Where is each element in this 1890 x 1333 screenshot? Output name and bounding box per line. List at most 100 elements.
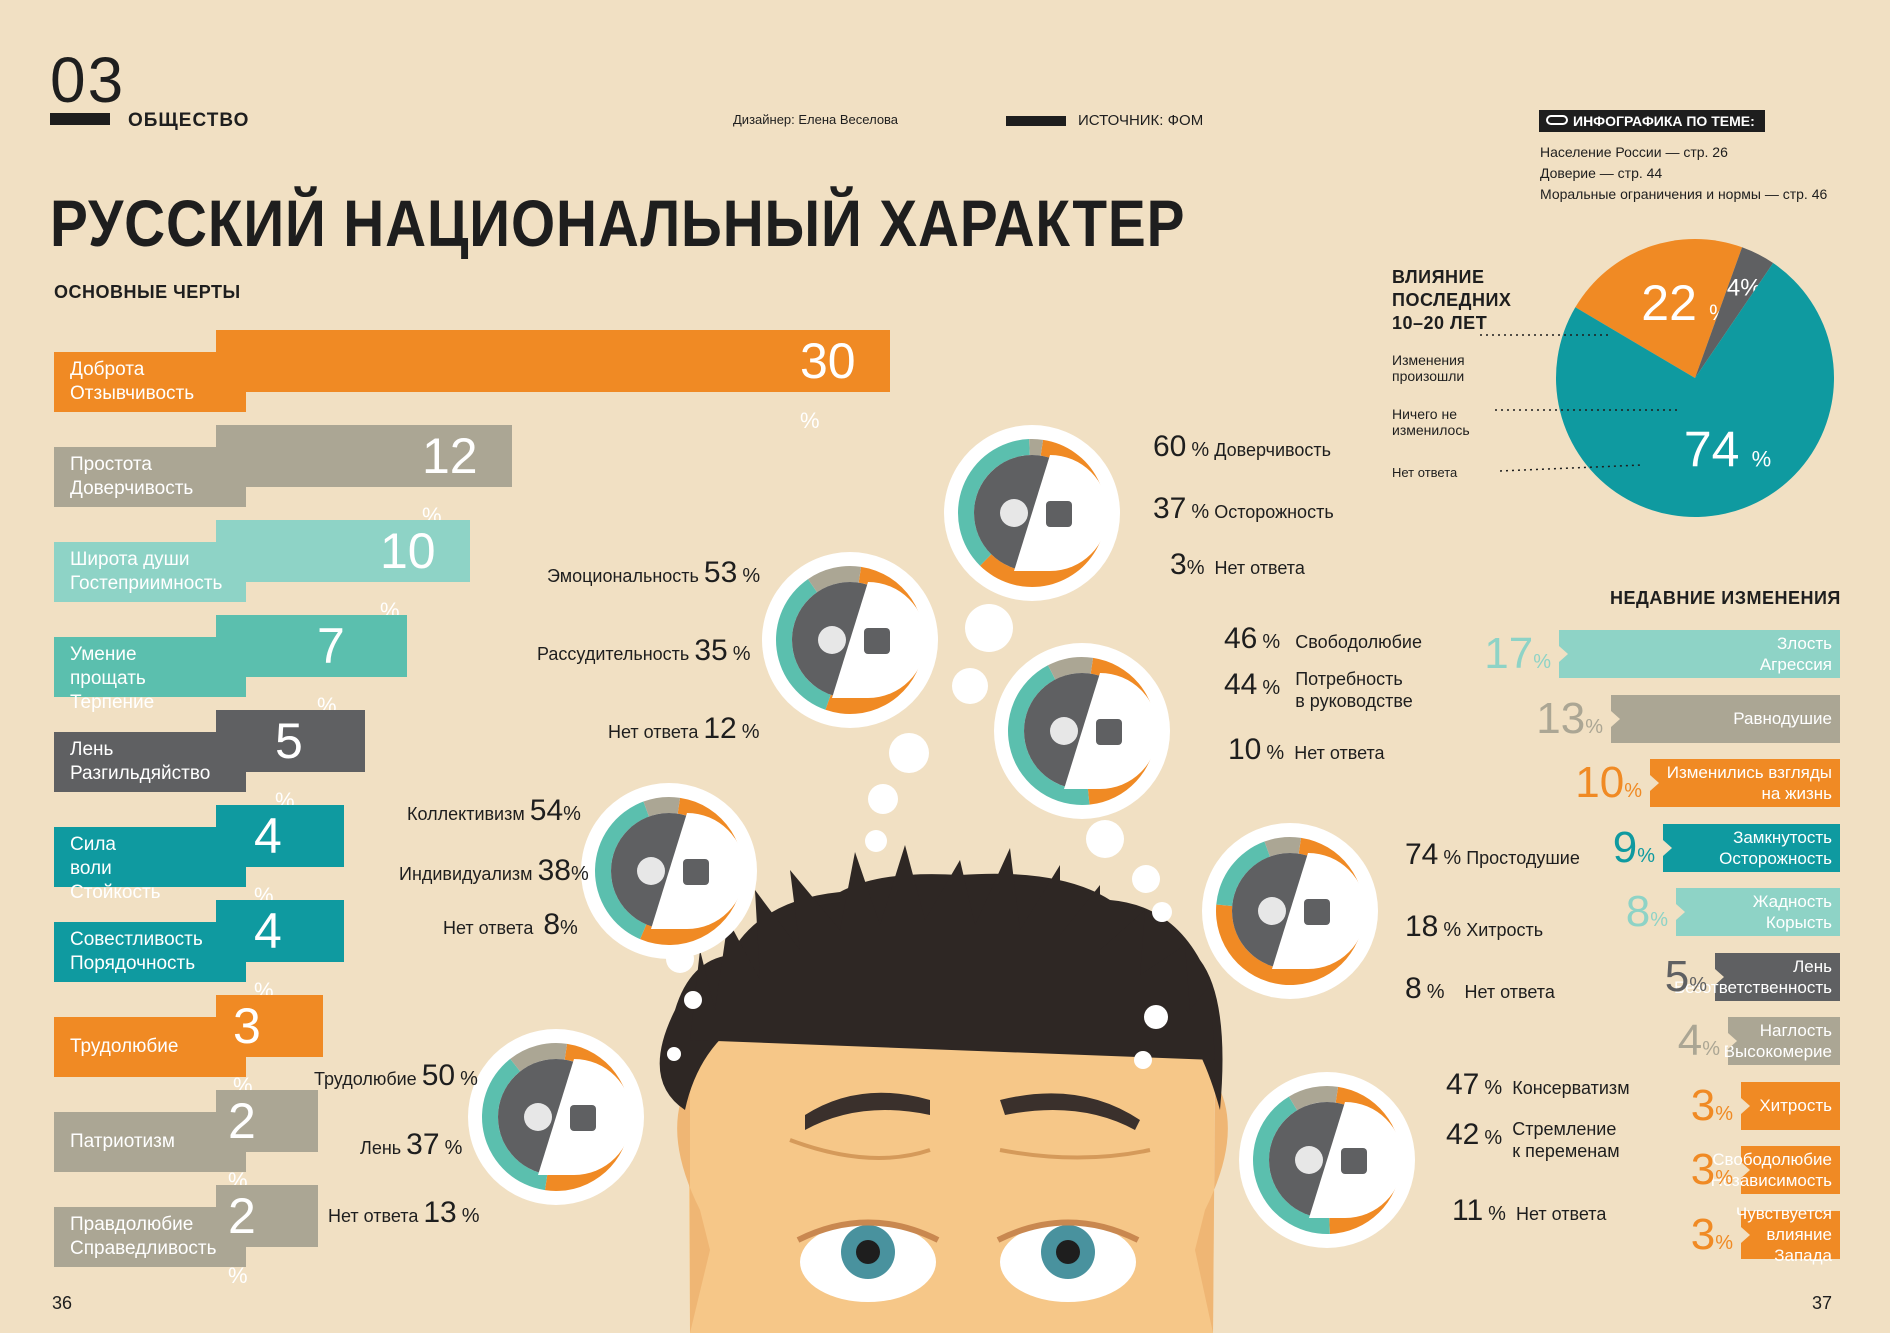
donut-segment — [1047, 657, 1094, 680]
donut6-item3: Нет ответа 13 % — [328, 1196, 480, 1229]
recent-bar: Наглость Высокомерие — [1724, 1017, 1840, 1065]
trait-bar-label-box — [54, 732, 246, 792]
pie-label-changed: Изменения произошли — [1392, 352, 1465, 384]
recent-bar: Замкнутость Осторожность — [1663, 823, 1840, 872]
donut-segment — [1252, 1096, 1330, 1234]
link-icon — [1546, 115, 1568, 125]
recent-bar-notch — [1559, 646, 1568, 662]
recent-bar-notch — [1741, 1097, 1750, 1114]
traits-chart-title: ОСНОВНЫЕ ЧЕРТЫ — [54, 282, 241, 302]
donut-segment — [1264, 837, 1302, 857]
recent-bar-notch — [1611, 710, 1620, 727]
donut2-item1: Эмоциональность 53 % — [547, 556, 761, 589]
recent-value: 5% — [1664, 951, 1707, 1001]
donut3-item2: 44 % Потребность в руководстве — [1224, 668, 1413, 711]
recent-value: 3% — [1690, 1209, 1733, 1259]
recent-value: 3% — [1690, 1080, 1733, 1130]
donut-segment — [481, 1058, 548, 1191]
shirt-and-suit-icon — [1050, 717, 1078, 745]
donut5-item1: 74 % Простодушие — [1405, 838, 1580, 871]
trait-bar-label-box — [54, 1017, 246, 1077]
recent-bar: Изменились взгляды на жизнь — [1650, 759, 1840, 807]
lightning-and-brain-icon — [818, 626, 846, 654]
trait-bar-label-box — [54, 542, 246, 602]
recent-bar-notch — [1650, 775, 1659, 791]
donut-segment — [1216, 841, 1270, 906]
donut-segment — [1288, 1086, 1339, 1111]
trait-label: Доброта Отзывчивость — [70, 359, 195, 404]
trait-value: 2 % — [228, 1188, 256, 1288]
head-drawing — [659, 845, 1228, 1333]
trait-bar-label-box — [54, 922, 246, 982]
donut5-item2: 18 % Хитрость — [1405, 910, 1544, 943]
trait-bar-label-box — [54, 1207, 246, 1267]
pie-slice-value: 22 — [1641, 275, 1697, 331]
trait-label: Лень Разгильдяйство — [70, 739, 211, 784]
pillow-and-hammer-icon — [524, 1103, 552, 1131]
related-item[interactable]: Доверие — стр. 44 — [1540, 165, 1663, 181]
rake-and-hand-icon — [1000, 499, 1028, 527]
crown-and-sailboat-icon — [1295, 1146, 1323, 1174]
pie-label-no-answer: Нет ответа — [1392, 465, 1458, 480]
donut6-item1: Трудолюбие 50 % — [314, 1059, 478, 1092]
recent-bar-notch — [1715, 968, 1724, 985]
pie-slice-value: 74 — [1684, 422, 1740, 478]
donut7-item2: 42 % Стремление к переменам — [1446, 1118, 1620, 1161]
person-and-group-icon — [683, 859, 709, 885]
donut3-item3: 10 % Нет ответа — [1228, 733, 1385, 766]
trait-bar-value — [216, 425, 512, 487]
trait-label: Патриотизм — [70, 1131, 175, 1152]
trait-bar-label-box — [54, 352, 246, 412]
recent-bar: Равнодушие — [1611, 694, 1840, 743]
donut-segment — [775, 579, 831, 710]
trait-label: Простота Доверчивость — [70, 454, 194, 499]
donut-segment — [958, 439, 1030, 566]
recent-value: 10% — [1575, 758, 1642, 807]
donut4-item3: Нет ответа 8% — [443, 908, 578, 941]
recent-bar: Жадность Корысть — [1676, 888, 1840, 936]
page-number-right: 37 — [1812, 1293, 1833, 1313]
donut4-item2: Индивидуализм 38% — [399, 854, 589, 887]
trait-label: Сила воли Стойкость — [70, 834, 161, 903]
recent-bar: Злость Агрессия — [1559, 630, 1840, 678]
issue-underline — [50, 113, 110, 125]
recent-value: 8% — [1625, 887, 1668, 936]
recent-bar-notch — [1663, 839, 1672, 856]
donut-segment — [1029, 439, 1044, 456]
page-title: РУССКИЙ НАЦИОНАЛЬНЫЙ ХАРАКТЕР — [50, 186, 1186, 260]
trait-value: 30 % — [800, 333, 856, 433]
pie-slice — [1556, 263, 1834, 517]
trait-label: Умение прощать Терпение — [70, 644, 155, 713]
recent-value: 9% — [1612, 822, 1655, 872]
recent-value: 4% — [1677, 1016, 1720, 1065]
donut7-item1: 47 % Консерватизм — [1446, 1068, 1630, 1101]
donut1-item1: 60 % Доверчивость — [1153, 430, 1332, 463]
source-marker — [1006, 116, 1066, 126]
pie-slice — [1695, 247, 1774, 378]
donut-segment — [643, 797, 681, 817]
donut4-item1: Коллективизм 54% — [407, 794, 581, 827]
pie-slice — [1575, 239, 1743, 378]
donut2-item2: Рассудительность 35 % — [537, 634, 751, 667]
related-item[interactable]: Население России — стр. 26 — [1540, 144, 1728, 160]
recent-bar: Хитрость — [1741, 1081, 1840, 1130]
pillow-and-hammer-icon — [570, 1105, 596, 1131]
donut1-item2: 37 % Осторожность — [1153, 492, 1334, 525]
pie-label-unchanged: Ничего не изменилось — [1392, 406, 1470, 438]
donut-segment — [980, 439, 1107, 587]
donut1-item3: 3% Нет ответа — [1170, 548, 1305, 581]
related-title: ИНФОГРАФИКА ПО ТЕМЕ: — [1539, 110, 1765, 132]
crown-and-sailboat-icon — [1341, 1148, 1367, 1174]
trait-bar-label-box — [54, 447, 246, 507]
trait-bar-label-box — [54, 1112, 246, 1172]
donut2-item3: Нет ответа 12 % — [608, 712, 760, 745]
recent-bar: Чувствуется влияние Запада — [1736, 1204, 1840, 1265]
influence-pie-chart: 22%4%74% — [1480, 239, 1834, 517]
donut6-item2: Лень 37 % — [360, 1128, 463, 1161]
related-item[interactable]: Моральные ограничения и нормы — стр. 46 — [1540, 186, 1828, 202]
trait-bar-value — [216, 615, 407, 677]
recent-bar-notch — [1741, 1226, 1750, 1243]
donut-segment — [1007, 665, 1090, 805]
